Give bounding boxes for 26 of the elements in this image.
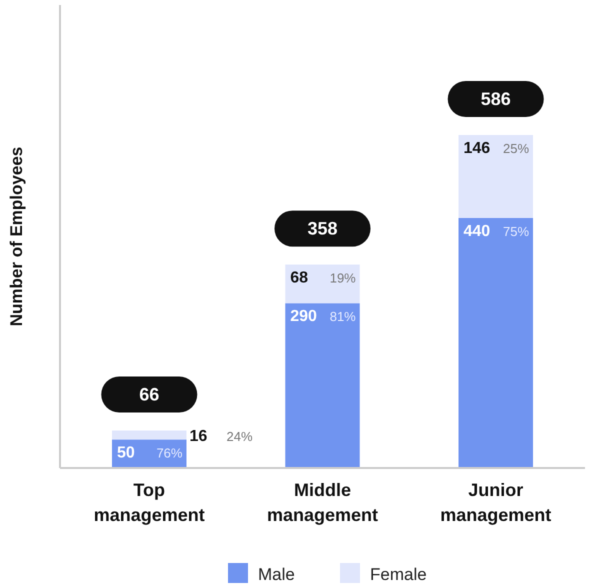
annotation: 75% <box>502 224 530 239</box>
annotation: 25% <box>502 141 530 156</box>
total-label: 586 <box>480 89 511 109</box>
total-label: 358 <box>307 218 338 239</box>
x-tick-label: Top management <box>94 480 205 525</box>
annotation: 24% <box>226 429 253 444</box>
annotation: 76% <box>156 446 183 461</box>
data-label: 290 <box>290 308 318 326</box>
bar <box>458 218 534 468</box>
legend-label: Male <box>258 565 295 584</box>
bar <box>285 303 360 468</box>
bar <box>112 430 186 440</box>
x-tick-label: Junior management <box>440 480 552 525</box>
bar <box>285 264 360 304</box>
data-label: 146 <box>464 140 490 157</box>
x-tick-label: Middle management <box>266 480 378 525</box>
legend-label: Female <box>370 565 427 584</box>
data-label: 440 <box>464 222 490 240</box>
data-label: 50 <box>116 444 135 462</box>
total-label: 66 <box>139 384 160 404</box>
bar <box>458 135 534 218</box>
data-label: 16 <box>189 428 208 446</box>
annotation: 81% <box>330 309 356 324</box>
data-label: 68 <box>290 270 308 287</box>
annotation: 19% <box>330 270 356 286</box>
y-axis-title: Number of Employees <box>7 146 26 326</box>
